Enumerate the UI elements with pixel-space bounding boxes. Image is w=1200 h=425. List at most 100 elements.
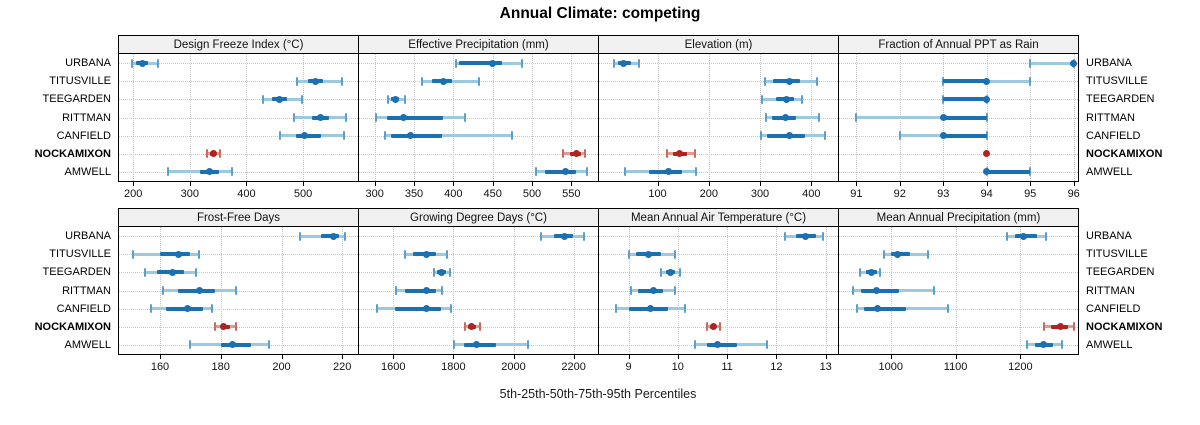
whisker-cap-left [433,267,436,277]
whisker-cap-left [630,286,633,295]
whisker-cap-right [879,267,882,277]
axis-tick [342,355,344,359]
row-label-left-rittman: RITTMAN [62,111,111,124]
median-dot [939,114,947,121]
axis-tick [708,182,710,186]
axis-tick-label: 300 [365,188,384,200]
h-gridline [839,254,1078,256]
axis-tick-label: 180 [211,361,230,373]
whisker-cap-left [540,231,543,241]
row-label-left-canfield: CANFIELD [56,302,111,315]
whisker-cap-left [856,304,859,314]
row-label-left-nockamixon: NOCKAMIXON [34,147,111,160]
panel-strip-mean-annual-precipitation-mm: Mean Annual Precipitation (mm) [838,208,1079,227]
median-dot [301,132,309,140]
row-label-right-nockamixon: NOCKAMIXON [1086,320,1163,333]
row-label-right-nockamixon: NOCKAMIXON [1086,147,1163,160]
h-gridline [839,290,1078,292]
whisker-line [384,134,513,138]
whisker-cap-right [210,304,213,314]
median-dot [983,150,991,158]
panel-title: Effective Precipitation (mm) [408,38,549,51]
median-dot [400,114,408,121]
axis-tick-label: 1000 [878,361,904,373]
panel-title: Frost-Free Days [196,211,281,224]
median-dot [783,95,791,103]
whisker-cap-left [706,322,709,332]
h-gridline [119,272,358,274]
axis-tick-label: 11 [721,361,733,373]
whisker-line [1030,61,1074,65]
whisker-cap-right [198,249,201,259]
whisker-cap-right [527,340,530,350]
whisker-cap-left [293,113,295,122]
axis-tick [811,182,813,186]
whisker-cap-left [659,267,662,277]
axis-tick-label: 400 [237,188,256,200]
row-label-left-amwell: AMWELL [64,165,111,178]
whisker-cap-right [985,131,988,141]
whisker-cap-right [231,167,234,177]
h-gridline [599,153,838,155]
row-label-right-rittman: RITTMAN [1086,284,1135,297]
row-label-left-amwell: AMWELL [64,338,111,351]
whisker-cap-left [562,149,565,159]
median-dot [709,323,717,331]
h-gridline [359,117,598,119]
axis-tick [532,182,533,186]
median-dot [229,341,237,349]
h-gridline [599,290,838,292]
whisker-cap-left [624,167,627,177]
whisker-cap-right [817,113,820,122]
axis-tick-label: 9 [625,361,632,373]
whisker-cap-left [143,267,146,277]
iqr-bar [391,133,443,138]
whisker-cap-left [1029,58,1032,68]
median-dot [983,168,991,176]
h-gridline [599,272,838,274]
axis-tick [856,182,858,186]
median-dot [220,323,228,331]
median-dot [406,132,414,140]
panel-title: Design Freeze Index (°C) [173,38,304,51]
axis-tick [573,355,575,359]
whisker-cap-left [615,304,618,314]
axis-tick-label: 93 [937,188,950,200]
axis-tick-label: 220 [333,361,352,373]
whisker-cap-right [344,231,347,241]
median-dot [422,250,430,258]
h-gridline [359,272,598,274]
whisker-cap-right [985,113,988,122]
whisker-cap-right [638,58,640,68]
axis-tick-label: 1800 [441,361,466,373]
panel-title: Elevation (m) [684,38,753,51]
median-dot [676,150,684,158]
h-gridline [119,153,358,155]
median-dot [1070,59,1078,67]
h-gridline [599,117,838,119]
whisker-cap-left [149,304,152,314]
median-dot [666,268,674,276]
median-dot [644,250,652,258]
axis-tick [628,355,630,359]
whisker-cap-right [684,304,687,314]
axis-tick [657,182,659,186]
axis-tick [160,355,161,359]
axis-tick-label: 92 [893,188,906,200]
h-gridline [359,171,598,173]
whisker-cap-right [157,58,160,68]
row-label-right-urbana: URBANA [1086,57,1132,70]
whisker-cap-left [387,94,390,104]
whisker-cap-left [131,58,134,68]
axis-tick-label: 200 [272,361,291,373]
panel-title: Mean Annual Air Temperature (°C) [630,211,807,224]
row-label-right-canfield: CANFIELD [1086,302,1141,315]
h-gridline [119,135,358,137]
axis-tick-label: 13 [819,361,832,373]
whisker-cap-right [234,286,237,295]
whisker-cap-left [162,286,165,295]
h-gridline [599,171,838,173]
whisker-cap-right [585,167,588,177]
axis-tick-label: 450 [483,188,502,200]
whisker-cap-right [801,94,804,104]
